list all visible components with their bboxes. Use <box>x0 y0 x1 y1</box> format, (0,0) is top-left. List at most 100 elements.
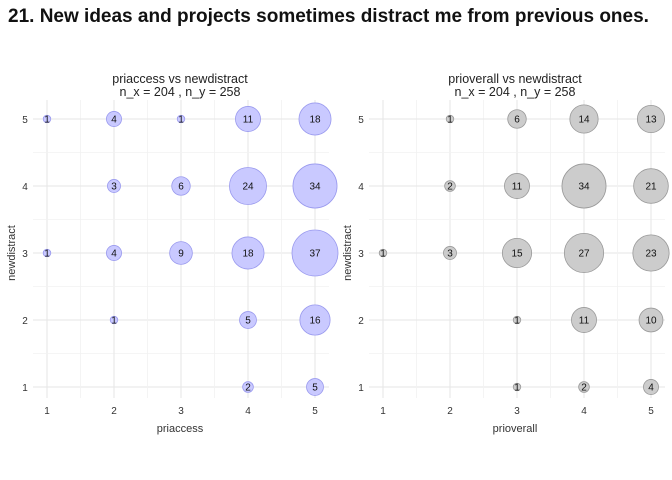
bubble-label: 16 <box>309 316 321 327</box>
y-tick-label: 3 <box>22 249 28 260</box>
bubble <box>512 315 522 325</box>
bubble <box>42 114 52 124</box>
bubble-label: 11 <box>243 115 254 126</box>
bubble <box>563 232 605 274</box>
y-axis-label: newdistract <box>342 225 354 281</box>
bubble <box>235 106 261 132</box>
x-tick-label: 2 <box>447 406 453 417</box>
bubble <box>292 163 338 209</box>
bubble-label: 1 <box>111 316 117 327</box>
bubble-label: 2 <box>581 383 587 394</box>
bubble-label: 1 <box>178 115 184 126</box>
bubble-label: 3 <box>111 182 117 193</box>
bubble <box>231 236 265 270</box>
x-tick-label: 5 <box>312 406 318 417</box>
bubble-label: 3 <box>447 249 453 260</box>
bubble-label: 2 <box>245 383 251 394</box>
x-tick-label: 4 <box>245 406 251 417</box>
bubble-label: 1 <box>44 249 50 260</box>
bubble-label: 13 <box>645 115 657 126</box>
bubble-label: 14 <box>578 115 590 126</box>
bubble-label: 11 <box>579 316 590 327</box>
bubble-label: 18 <box>242 249 254 260</box>
x-tick-label: 3 <box>178 406 184 417</box>
y-tick-label: 2 <box>358 316 364 327</box>
bubble-label: 21 <box>645 182 657 193</box>
bubble <box>169 241 193 265</box>
y-tick-label: 5 <box>358 115 364 126</box>
bubble-label: 5 <box>312 383 318 394</box>
bubble <box>42 248 52 258</box>
chart-title: prioverall vs newdistract <box>448 72 582 86</box>
y-tick-label: 1 <box>358 383 364 394</box>
bubble <box>561 163 607 209</box>
bubble <box>443 246 457 260</box>
bubble-label: 9 <box>178 249 184 260</box>
bubble <box>378 248 388 258</box>
main-title: 21. New ideas and projects sometimes dis… <box>8 6 649 27</box>
x-tick-label: 2 <box>111 406 117 417</box>
bubble-label: 5 <box>245 316 251 327</box>
bubble <box>171 176 191 196</box>
chart-subtitle: n_x = 204 , n_y = 258 <box>455 85 576 99</box>
bubble-label: 6 <box>178 182 184 193</box>
bubble-label: 34 <box>309 182 321 193</box>
chart-subtitle: n_x = 204 , n_y = 258 <box>120 85 241 99</box>
y-tick-label: 4 <box>22 182 28 193</box>
bubble-label: 4 <box>648 383 654 394</box>
y-tick-label: 1 <box>22 383 28 394</box>
x-tick-label: 1 <box>380 406 386 417</box>
bubble <box>109 315 119 325</box>
bubble <box>578 381 590 393</box>
bubble <box>298 102 332 136</box>
bubble <box>106 111 122 127</box>
bubble <box>638 307 664 333</box>
bubble-label: 1 <box>44 115 50 126</box>
bubble-label: 1 <box>447 115 453 126</box>
bubble <box>633 168 669 204</box>
chart-title: priaccess vs newdistract <box>112 72 248 86</box>
bubble-label: 2 <box>447 182 453 193</box>
bubble-label: 34 <box>578 182 590 193</box>
bubble-label: 1 <box>380 249 386 260</box>
bubble <box>507 109 527 129</box>
bubble-label: 6 <box>514 115 520 126</box>
y-tick-label: 3 <box>358 249 364 260</box>
x-axis-label: prioverall <box>493 423 538 435</box>
bubble-label: 27 <box>578 249 590 260</box>
bubble-label: 4 <box>111 115 117 126</box>
bubble <box>242 381 254 393</box>
bubble <box>501 237 533 269</box>
bubble <box>176 114 186 124</box>
bubble-label: 18 <box>309 115 321 126</box>
bubble <box>512 382 522 392</box>
x-tick-label: 5 <box>648 406 654 417</box>
bubble-label: 37 <box>309 249 321 260</box>
bubble <box>569 104 599 134</box>
x-tick-label: 4 <box>581 406 587 417</box>
bubble-label: 1 <box>514 383 520 394</box>
bubble <box>291 229 339 277</box>
bubble-label: 1 <box>514 316 520 327</box>
bubble-label: 15 <box>511 249 523 260</box>
bubble <box>106 245 122 261</box>
y-tick-label: 2 <box>22 316 28 327</box>
bubble <box>229 167 267 205</box>
bubble <box>107 179 121 193</box>
bubble <box>444 180 456 192</box>
bubble <box>643 379 659 395</box>
y-tick-label: 4 <box>358 182 364 193</box>
bubble-label: 23 <box>645 249 657 260</box>
y-tick-label: 5 <box>22 115 28 126</box>
bubble <box>306 378 324 396</box>
x-tick-label: 3 <box>514 406 520 417</box>
bubble-label: 4 <box>111 249 117 260</box>
bubble <box>239 311 257 329</box>
bubble <box>445 114 455 124</box>
bubble <box>571 307 597 333</box>
bubble-label: 11 <box>512 182 523 193</box>
bubble-label: 24 <box>242 182 254 193</box>
